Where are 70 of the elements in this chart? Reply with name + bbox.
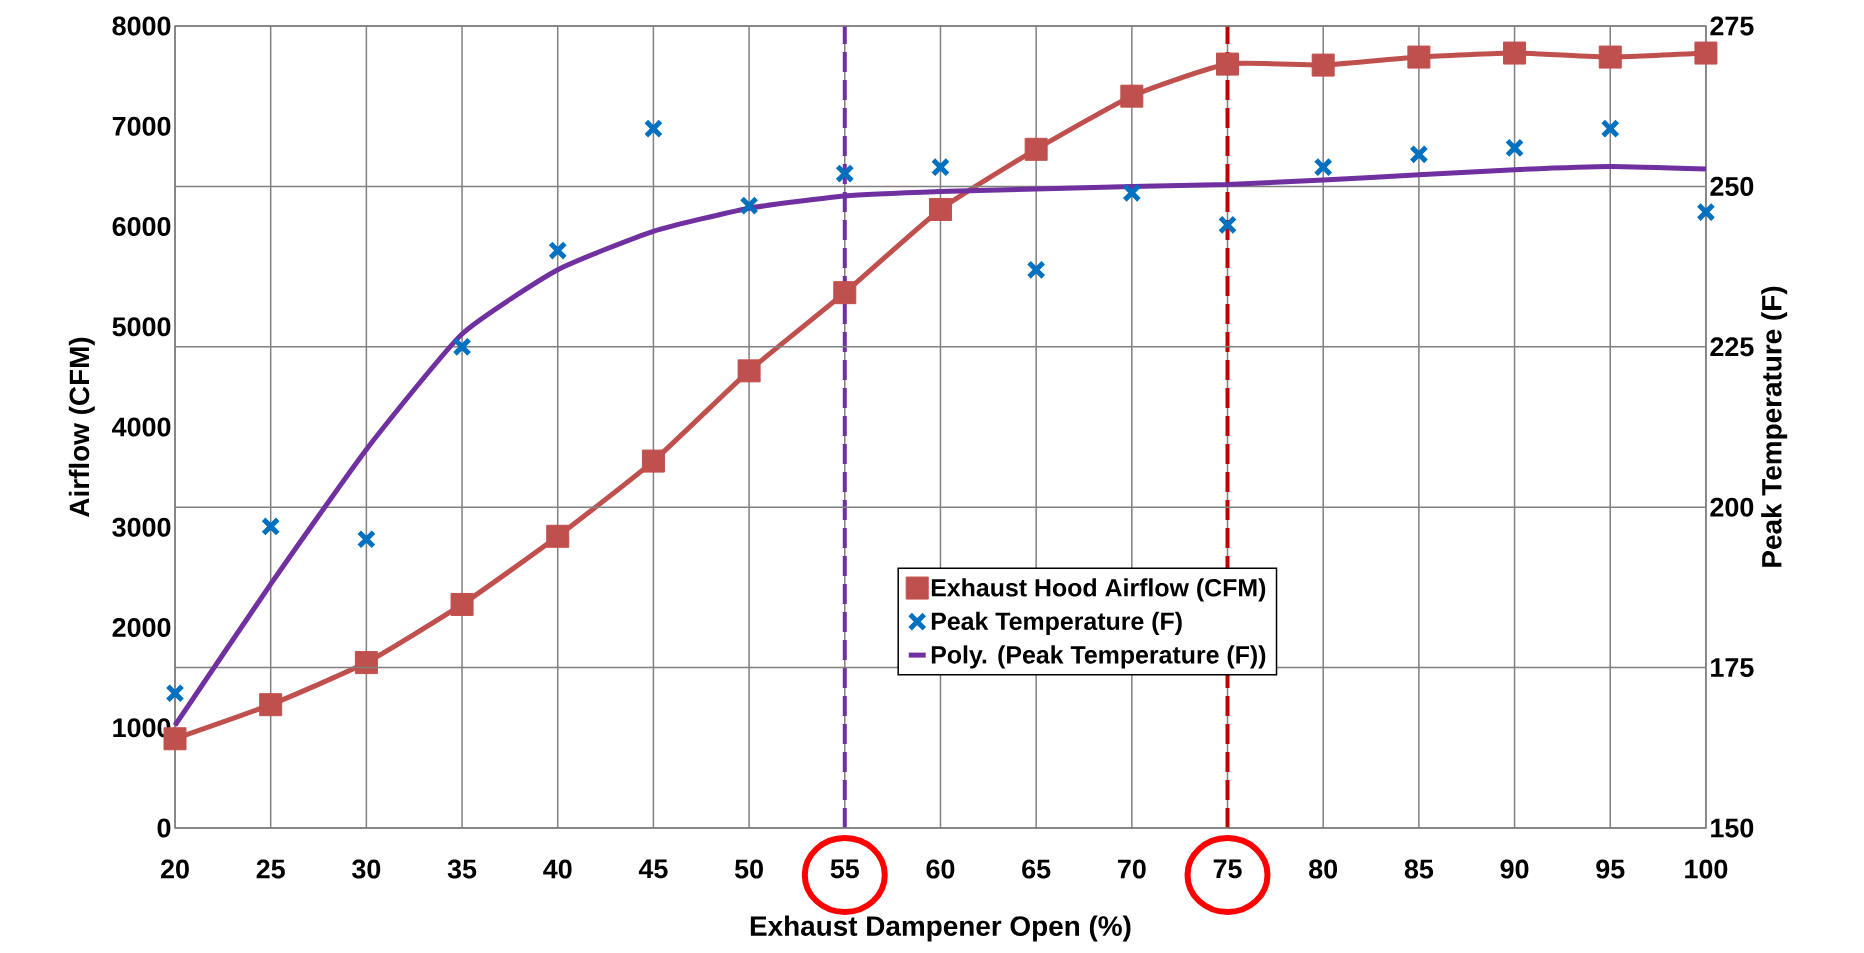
- legend-label: Poly. (Peak Temperature (F)): [931, 645, 1266, 669]
- point: [833, 281, 857, 305]
- point: [452, 337, 472, 357]
- y2-tick-label: 250: [1710, 176, 1754, 196]
- x-tick-label: 85: [1404, 859, 1434, 879]
- point: [354, 651, 378, 675]
- point: [643, 119, 663, 139]
- y-axis-title: Airflow (CFM): [68, 337, 95, 517]
- point: [1504, 138, 1525, 158]
- point: [261, 516, 281, 537]
- point: [1120, 84, 1144, 108]
- x-tick-label: 80: [1309, 859, 1338, 879]
- y-tick-label: 5000: [112, 317, 171, 337]
- point: [1216, 52, 1240, 76]
- x-tick-label: 75: [1213, 859, 1242, 879]
- y2-tick-label: 200: [1710, 497, 1754, 517]
- x-tick-label: 50: [734, 859, 763, 879]
- point: [1122, 183, 1142, 203]
- y-tick-label: 3000: [112, 517, 171, 537]
- x-tick-label: 25: [256, 859, 285, 879]
- y2-tick-label: 150: [1711, 818, 1754, 838]
- y-tick-label: 8000: [112, 16, 171, 36]
- point: [739, 196, 759, 216]
- x-axis-title: Exhaust Dampener Open (%): [750, 915, 1131, 942]
- y2-axis-title: Peak Temperature (F): [1761, 286, 1788, 567]
- y-tick-label: 0: [157, 818, 171, 838]
- x-tick-label: 20: [160, 859, 189, 879]
- point: [1217, 215, 1238, 235]
- point: [1696, 202, 1716, 222]
- x-tick-label: 30: [352, 859, 381, 879]
- point: [1503, 41, 1527, 65]
- point: [930, 157, 951, 177]
- point: [450, 592, 474, 616]
- y-tick-label: 4000: [112, 417, 171, 437]
- x-tick-label: 95: [1596, 859, 1625, 879]
- legend-label: Exhaust Hood Airflow (CFM): [931, 578, 1266, 602]
- point: [737, 359, 761, 383]
- point: [1600, 119, 1620, 139]
- y2-tick-label: 275: [1710, 16, 1754, 36]
- x-tick-label: 90: [1500, 859, 1529, 879]
- point: [1598, 45, 1622, 69]
- point: [1694, 41, 1718, 65]
- point: [356, 529, 376, 549]
- point: [1026, 260, 1046, 280]
- point: [1311, 53, 1335, 77]
- point: [165, 683, 185, 703]
- point: [928, 197, 952, 221]
- y2-tick-label: 175: [1711, 658, 1754, 677]
- y-tick-label: 7000: [112, 116, 171, 136]
- point: [1409, 144, 1429, 164]
- x-tick-label: 45: [638, 859, 668, 879]
- point: [548, 240, 568, 261]
- x-tick-label: 40: [543, 859, 572, 879]
- x-tick-label: 100: [1685, 859, 1728, 879]
- point: [546, 524, 570, 548]
- x-tick-label: 65: [1022, 859, 1051, 879]
- y-tick-label: 2000: [112, 617, 171, 638]
- y-tick-label: 6000: [112, 216, 171, 237]
- x-tick-label: 35: [447, 859, 477, 879]
- point: [1407, 45, 1431, 69]
- point: [1024, 137, 1048, 161]
- point: [1313, 157, 1333, 177]
- y2-tick-label: 225: [1710, 337, 1754, 357]
- point: [641, 449, 665, 473]
- point: [835, 163, 855, 184]
- legend-label: Peak Temperature (F): [931, 611, 1182, 636]
- x-tick-label: 55: [830, 859, 859, 879]
- x-tick-label: 70: [1118, 859, 1146, 879]
- x-tick-label: 60: [926, 859, 955, 879]
- point: [259, 693, 283, 717]
